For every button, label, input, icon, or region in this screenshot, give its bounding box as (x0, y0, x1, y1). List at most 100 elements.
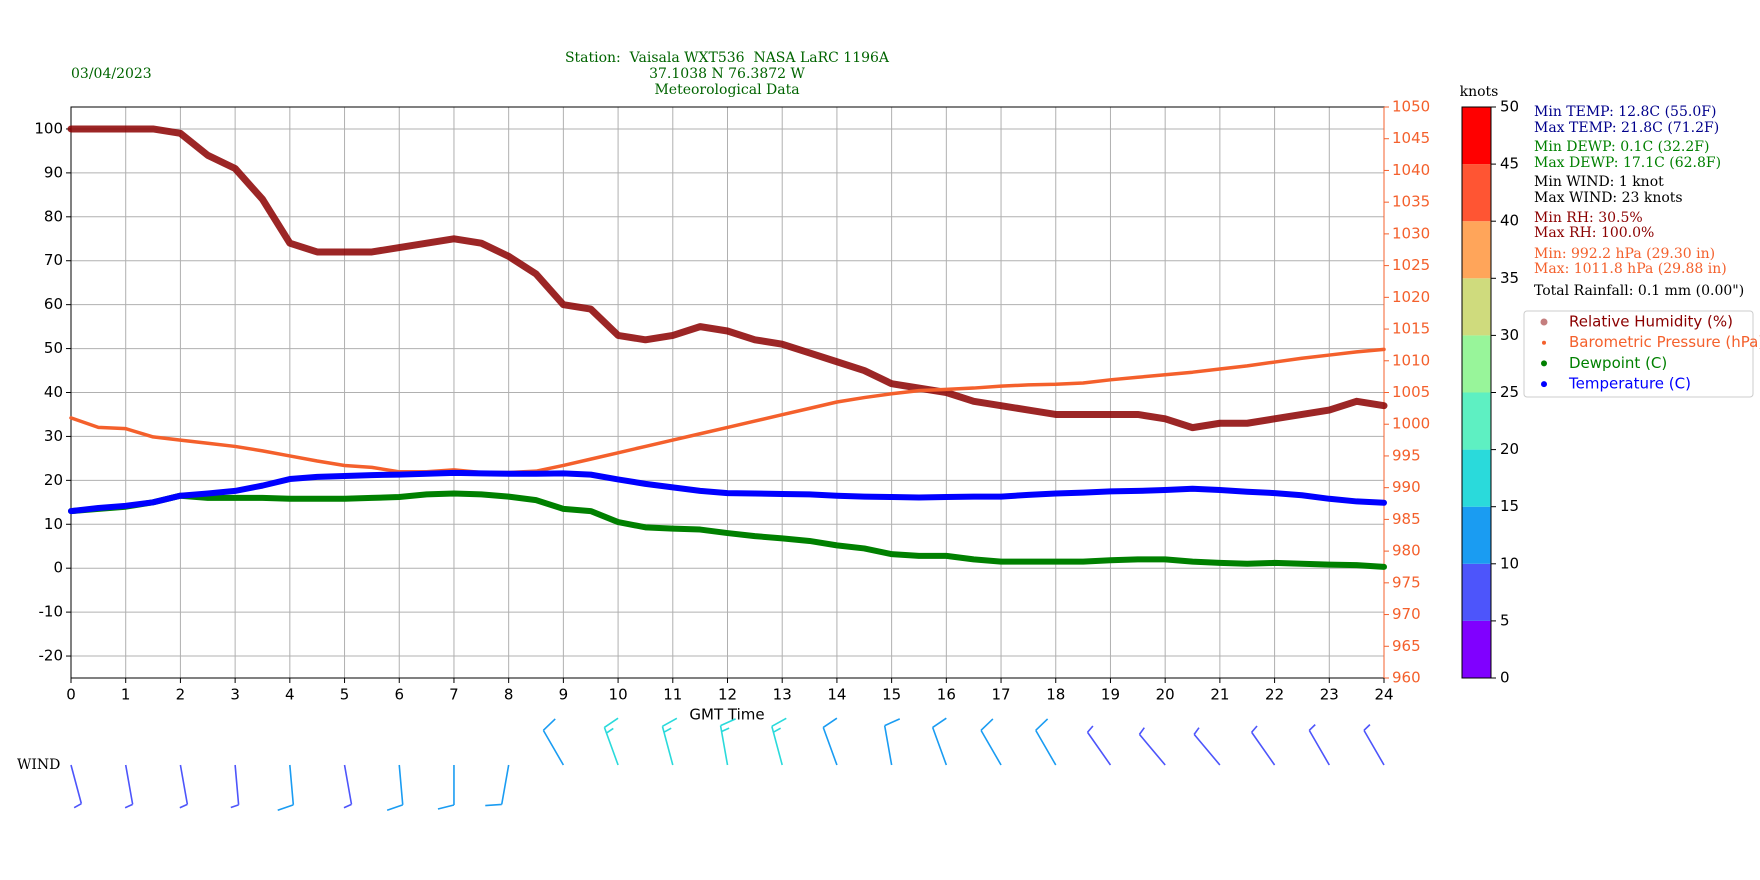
wind-barb (277, 764, 295, 811)
wind-label: WIND (17, 757, 60, 773)
y2-tick-label: 1025 (1392, 256, 1430, 274)
y2-tick-label: 1010 (1392, 351, 1430, 369)
x-tick-label: 10 (609, 686, 628, 704)
y2-tick-label: 975 (1392, 573, 1421, 591)
y-tick-label: 20 (44, 471, 63, 489)
colorbar-band (1462, 620, 1491, 678)
wind-barb (771, 717, 787, 766)
colorbar-label: knots (1460, 84, 1499, 100)
y-tick-label: 40 (44, 383, 63, 401)
wind-barb (661, 717, 678, 766)
y2-tick-label: 1005 (1392, 383, 1430, 401)
y-tick-label: -20 (39, 647, 64, 665)
y2-tick-label: 970 (1392, 605, 1421, 623)
colorbar-tick-label: 15 (1500, 497, 1519, 515)
legend-marker (1542, 340, 1546, 345)
x-tick-label: 3 (230, 686, 240, 704)
x-tick-label: 19 (1101, 686, 1120, 704)
wind-barb (179, 764, 189, 809)
series-line (68, 469, 1387, 515)
y-tick-label: 100 (34, 119, 63, 137)
wind-barb (883, 718, 901, 766)
y-tick-label: 0 (53, 559, 63, 577)
y-tick-label: 90 (44, 163, 63, 181)
colorbar-tick-label: 35 (1500, 269, 1519, 287)
colorbar-band (1462, 278, 1491, 336)
x-tick-label: 2 (176, 686, 186, 704)
wind-barb (1138, 727, 1166, 766)
y2-tick-label: 1045 (1392, 129, 1430, 147)
y2-tick-label: 1000 (1392, 415, 1430, 433)
wind-barb (1035, 718, 1057, 766)
y-tick-label: -10 (39, 603, 64, 621)
colorbar-tick-label: 5 (1500, 611, 1510, 629)
y2-tick-label: 980 (1392, 542, 1421, 560)
wind-barb (931, 717, 948, 766)
stat-text: Max RH: 100.0% (1534, 225, 1654, 241)
y2-tick-label: 1020 (1392, 288, 1430, 306)
colorbar-tick-label: 20 (1500, 440, 1519, 458)
wind-barb (1086, 725, 1112, 766)
x-tick-label: 22 (1265, 686, 1284, 704)
wind-barb (1250, 725, 1276, 766)
y2-tick-label: 990 (1392, 478, 1421, 496)
series-line (69, 347, 1386, 475)
y-tick-label: 80 (44, 207, 63, 225)
colorbar-tick-label: 40 (1500, 212, 1519, 230)
x-tick-label: 20 (1156, 686, 1175, 704)
legend-label: Dewpoint (C) (1569, 354, 1667, 372)
stat-text: Min: 992.2 hPa (29.30 in) (1534, 246, 1715, 262)
legend-box (1523, 310, 1754, 398)
y2-tick-label: 1030 (1392, 224, 1430, 242)
stat-text: Max DEWP: 17.1C (62.8F) (1534, 155, 1721, 171)
x-tick-label: 4 (285, 686, 295, 704)
chart-title: Meteorological Data (654, 82, 799, 98)
wind-barb (386, 764, 404, 811)
colorbar-tick-label: 50 (1500, 98, 1519, 116)
stat-text: Min DEWP: 0.1C (32.2F) (1534, 139, 1709, 155)
y2-tick-label: 1050 (1392, 98, 1430, 116)
x-tick-label: 7 (449, 686, 459, 704)
colorbar-band (1462, 392, 1491, 450)
x-tick-label: 13 (773, 686, 792, 704)
legend-marker (1541, 381, 1547, 388)
x-tick-label: 14 (827, 686, 846, 704)
stat-text: Min RH: 30.5% (1534, 210, 1643, 226)
colorbar-band (1462, 506, 1491, 564)
stat-text: Total Rainfall: 0.1 mm (0.00") (1534, 283, 1744, 299)
colorbar-tick-label: 0 (1500, 669, 1510, 687)
date-label: 03/04/2023 (71, 66, 152, 82)
chart-title: Station: Vaisala WXT536 NASA LaRC 1196A (565, 50, 890, 66)
y2-tick-label: 1035 (1392, 193, 1430, 211)
y-tick-label: 10 (44, 515, 63, 533)
wind-barb (822, 717, 838, 766)
wind-barb (1363, 724, 1385, 766)
stat-text: Max TEMP: 21.8C (71.2F) (1534, 120, 1719, 136)
colorbar-band (1462, 563, 1491, 621)
x-tick-label: 21 (1210, 686, 1229, 704)
x-tick-label: 17 (991, 686, 1010, 704)
y2-tick-label: 965 (1392, 637, 1421, 655)
x-tick-label: 18 (1046, 686, 1065, 704)
wind-barb (980, 718, 1002, 766)
colorbar-band (1462, 164, 1491, 222)
legend-label: Barometric Pressure (hPa) (1569, 333, 1760, 351)
x-tick-label: 12 (718, 686, 737, 704)
wind-barb (1193, 727, 1221, 766)
x-tick-label: 23 (1320, 686, 1339, 704)
x-tick-label: 0 (66, 686, 76, 704)
x-tick-label: 11 (663, 686, 682, 704)
wind-barb (343, 764, 353, 809)
wind-barb (719, 718, 736, 766)
x-tick-label: 8 (504, 686, 514, 704)
wind-barb (230, 764, 240, 809)
x-tick-label: 5 (340, 686, 350, 704)
stat-text: Min TEMP: 12.8C (55.0F) (1534, 104, 1716, 120)
colorbar-band (1462, 335, 1491, 393)
legend-marker (1540, 318, 1548, 326)
colorbar-tick-label: 10 (1500, 554, 1519, 572)
x-tick-label: 6 (394, 686, 404, 704)
colorbar-tick-label: 25 (1500, 383, 1519, 401)
stat-text: Min WIND: 1 knot (1534, 174, 1664, 190)
